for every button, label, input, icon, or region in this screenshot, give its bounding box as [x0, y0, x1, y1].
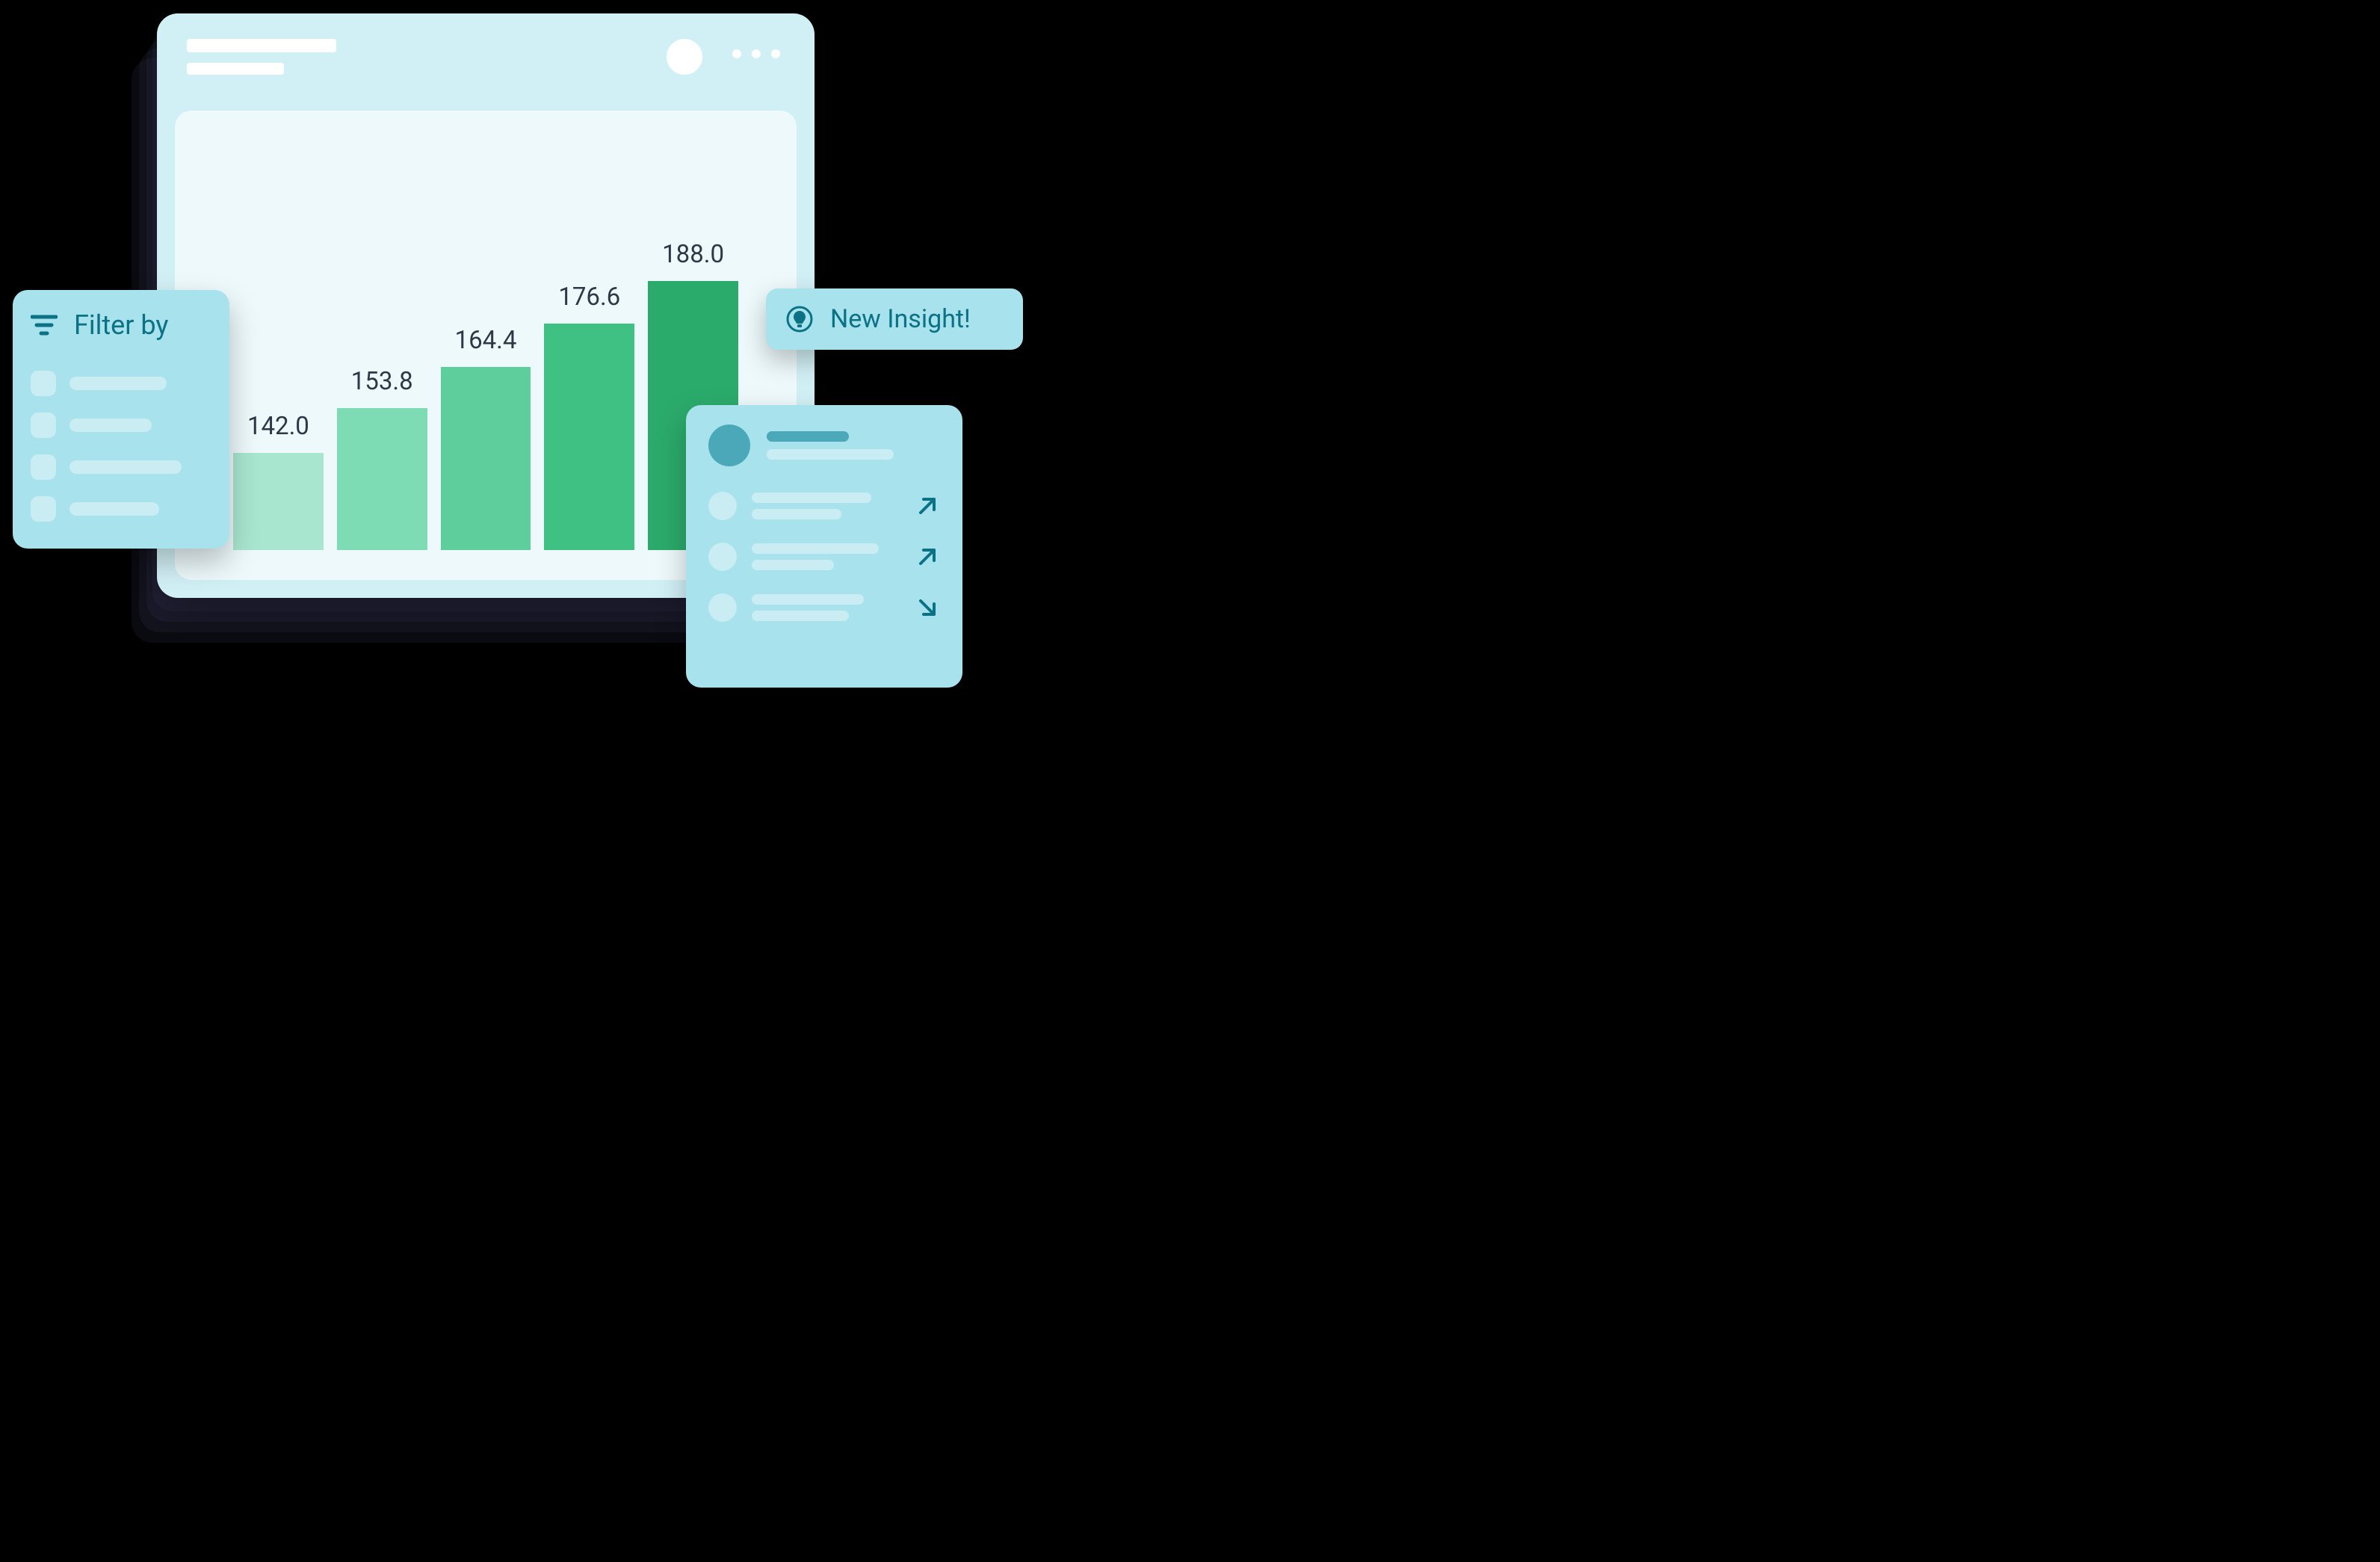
- filter-option[interactable]: [31, 413, 211, 438]
- insights-list-card: [686, 405, 962, 688]
- list-item-title-placeholder: [752, 543, 879, 554]
- insight-label: New Insight!: [830, 304, 971, 334]
- list-subtitle-placeholder: [767, 449, 894, 460]
- filter-card: Filter by: [13, 290, 229, 549]
- bar-value-label: 142.0: [247, 412, 309, 441]
- list-item-icon: [708, 492, 737, 520]
- user-avatar[interactable]: [667, 39, 702, 75]
- trend-up-icon: [915, 493, 940, 519]
- bar: 153.8: [337, 367, 427, 550]
- lightbulb-icon: [785, 305, 814, 333]
- header-title-placeholder: [187, 39, 336, 52]
- checkbox-icon[interactable]: [31, 454, 56, 480]
- filter-option-label-placeholder: [69, 419, 152, 432]
- filter-option-label-placeholder: [69, 460, 182, 474]
- bar: 164.4: [441, 326, 531, 550]
- filter-icon: [31, 314, 58, 336]
- list-item-subtitle-placeholder: [752, 560, 834, 570]
- list-title-placeholder: [767, 431, 849, 442]
- header-subtitle-placeholder: [187, 63, 284, 75]
- bar: 176.6: [544, 283, 634, 550]
- filter-option[interactable]: [31, 454, 211, 480]
- list-item-title-placeholder: [752, 594, 864, 605]
- bar-chart: 142.0 153.8 164.4 176.6 188.0: [233, 221, 738, 550]
- filter-option-label-placeholder: [69, 377, 167, 390]
- bar-value-label: 176.6: [558, 283, 620, 312]
- list-item-title-placeholder: [752, 493, 871, 503]
- list-item[interactable]: [708, 492, 940, 520]
- filter-title: Filter by: [74, 309, 168, 341]
- checkbox-icon[interactable]: [31, 496, 56, 522]
- list-item-subtitle-placeholder: [752, 509, 841, 519]
- checkbox-icon[interactable]: [31, 413, 56, 438]
- bar-value-label: 188.0: [662, 240, 724, 269]
- more-menu-button[interactable]: [732, 49, 780, 58]
- trend-down-icon: [915, 595, 940, 620]
- list-item[interactable]: [708, 543, 940, 571]
- list-item[interactable]: [708, 593, 940, 622]
- new-insight-button[interactable]: New Insight!: [766, 288, 1023, 350]
- filter-option[interactable]: [31, 371, 211, 396]
- bar-value-label: 164.4: [455, 326, 517, 355]
- filter-option[interactable]: [31, 496, 211, 522]
- trend-up-icon: [915, 544, 940, 569]
- list-item-icon: [708, 593, 737, 622]
- bar-value-label: 153.8: [351, 367, 413, 396]
- list-item-subtitle-placeholder: [752, 611, 849, 621]
- list-header: [708, 425, 940, 466]
- bar: 142.0: [233, 412, 324, 550]
- checkbox-icon[interactable]: [31, 371, 56, 396]
- list-item-icon: [708, 543, 737, 571]
- filter-option-label-placeholder: [69, 502, 159, 516]
- window-header: [157, 13, 815, 103]
- list-avatar-icon: [708, 425, 750, 466]
